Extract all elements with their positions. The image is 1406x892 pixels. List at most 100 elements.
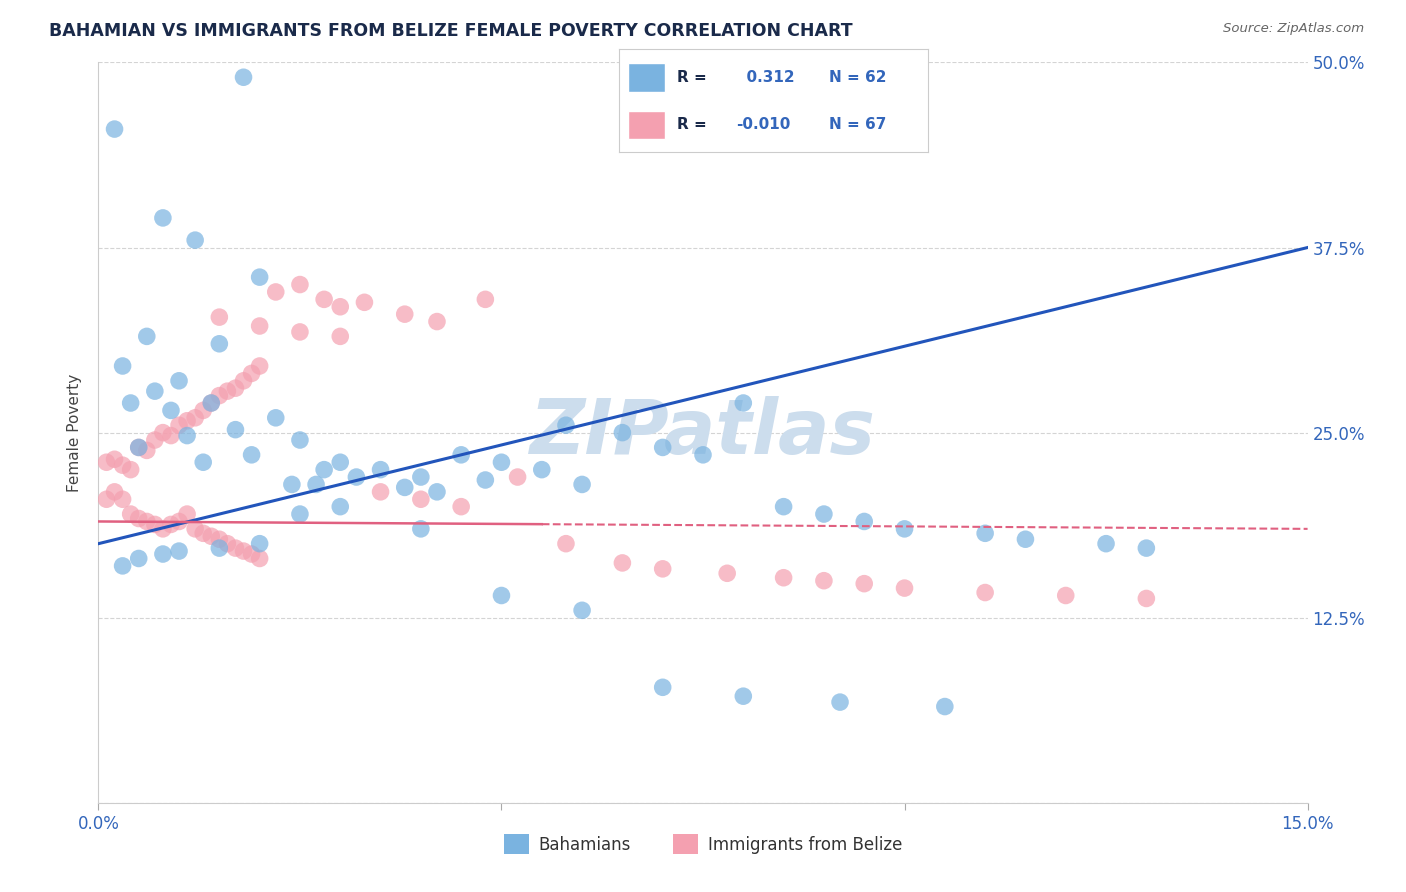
Bar	[628, 63, 665, 92]
Point	[224, 541, 246, 555]
Point	[772, 500, 794, 514]
Point	[571, 603, 593, 617]
Bar	[628, 111, 665, 139]
Point	[160, 403, 183, 417]
Point	[288, 325, 311, 339]
Point	[305, 477, 328, 491]
Point	[208, 310, 231, 325]
Point	[200, 529, 222, 543]
Point	[264, 410, 287, 425]
Text: Source: ZipAtlas.com: Source: ZipAtlas.com	[1223, 22, 1364, 36]
Point	[426, 314, 449, 328]
Point	[128, 441, 150, 455]
Point	[353, 295, 375, 310]
Text: R =: R =	[678, 118, 707, 133]
Point	[893, 581, 915, 595]
Point	[103, 122, 125, 136]
Point	[249, 270, 271, 285]
Point	[128, 551, 150, 566]
Point	[193, 526, 215, 541]
Point	[893, 522, 915, 536]
Point	[853, 576, 876, 591]
Point	[249, 551, 271, 566]
Point	[474, 293, 496, 307]
Point	[530, 462, 553, 476]
Text: N = 62: N = 62	[830, 70, 886, 86]
Point	[184, 233, 207, 247]
Point	[733, 396, 755, 410]
Point	[692, 448, 714, 462]
Point	[555, 536, 578, 550]
Point	[344, 470, 367, 484]
Point	[152, 522, 174, 536]
Point	[167, 418, 190, 433]
Point	[176, 428, 198, 442]
Point	[651, 681, 673, 695]
Text: N = 67: N = 67	[830, 118, 886, 133]
Point	[167, 374, 190, 388]
Point	[716, 566, 738, 581]
Point	[329, 300, 352, 314]
Point	[474, 473, 496, 487]
Point	[370, 484, 392, 499]
Point	[240, 547, 263, 561]
Point	[103, 484, 125, 499]
Point	[394, 480, 416, 494]
Point	[249, 536, 271, 550]
Point	[160, 428, 183, 442]
Point	[128, 441, 150, 455]
Point	[314, 293, 336, 307]
Text: -0.010: -0.010	[737, 118, 790, 133]
Point	[240, 367, 263, 381]
Point	[240, 448, 263, 462]
Point	[152, 211, 174, 225]
Point	[208, 336, 231, 351]
Point	[135, 515, 157, 529]
Point	[224, 423, 246, 437]
Point	[120, 396, 142, 410]
Point	[288, 433, 311, 447]
Point	[160, 517, 183, 532]
Point	[288, 277, 311, 292]
Point	[329, 455, 352, 469]
Legend: Bahamians, Immigrants from Belize: Bahamians, Immigrants from Belize	[498, 828, 908, 861]
Point	[96, 492, 118, 507]
Point	[208, 388, 231, 402]
Point	[828, 695, 851, 709]
Point	[208, 533, 231, 547]
Point	[555, 418, 578, 433]
Point	[651, 562, 673, 576]
Point	[96, 455, 118, 469]
Point	[249, 359, 271, 373]
Point	[143, 433, 166, 447]
Point	[103, 452, 125, 467]
Point	[217, 384, 239, 399]
Point	[813, 507, 835, 521]
Point	[249, 318, 271, 333]
Point	[974, 526, 997, 541]
Text: ZIPatlas: ZIPatlas	[530, 396, 876, 469]
Point	[176, 507, 198, 521]
Point	[974, 585, 997, 599]
Point	[450, 500, 472, 514]
Point	[193, 403, 215, 417]
Point	[651, 441, 673, 455]
Point	[193, 455, 215, 469]
Point	[329, 500, 352, 514]
Point	[232, 374, 254, 388]
Point	[1014, 533, 1036, 547]
Point	[143, 517, 166, 532]
Point	[426, 484, 449, 499]
Y-axis label: Female Poverty: Female Poverty	[67, 374, 83, 491]
Point	[506, 470, 529, 484]
Point	[281, 477, 304, 491]
Point	[184, 522, 207, 536]
Point	[200, 396, 222, 410]
Point	[934, 699, 956, 714]
Point	[167, 544, 190, 558]
Point	[853, 515, 876, 529]
Text: R =: R =	[678, 70, 707, 86]
Point	[111, 458, 134, 473]
Point	[135, 443, 157, 458]
Point	[1054, 589, 1077, 603]
